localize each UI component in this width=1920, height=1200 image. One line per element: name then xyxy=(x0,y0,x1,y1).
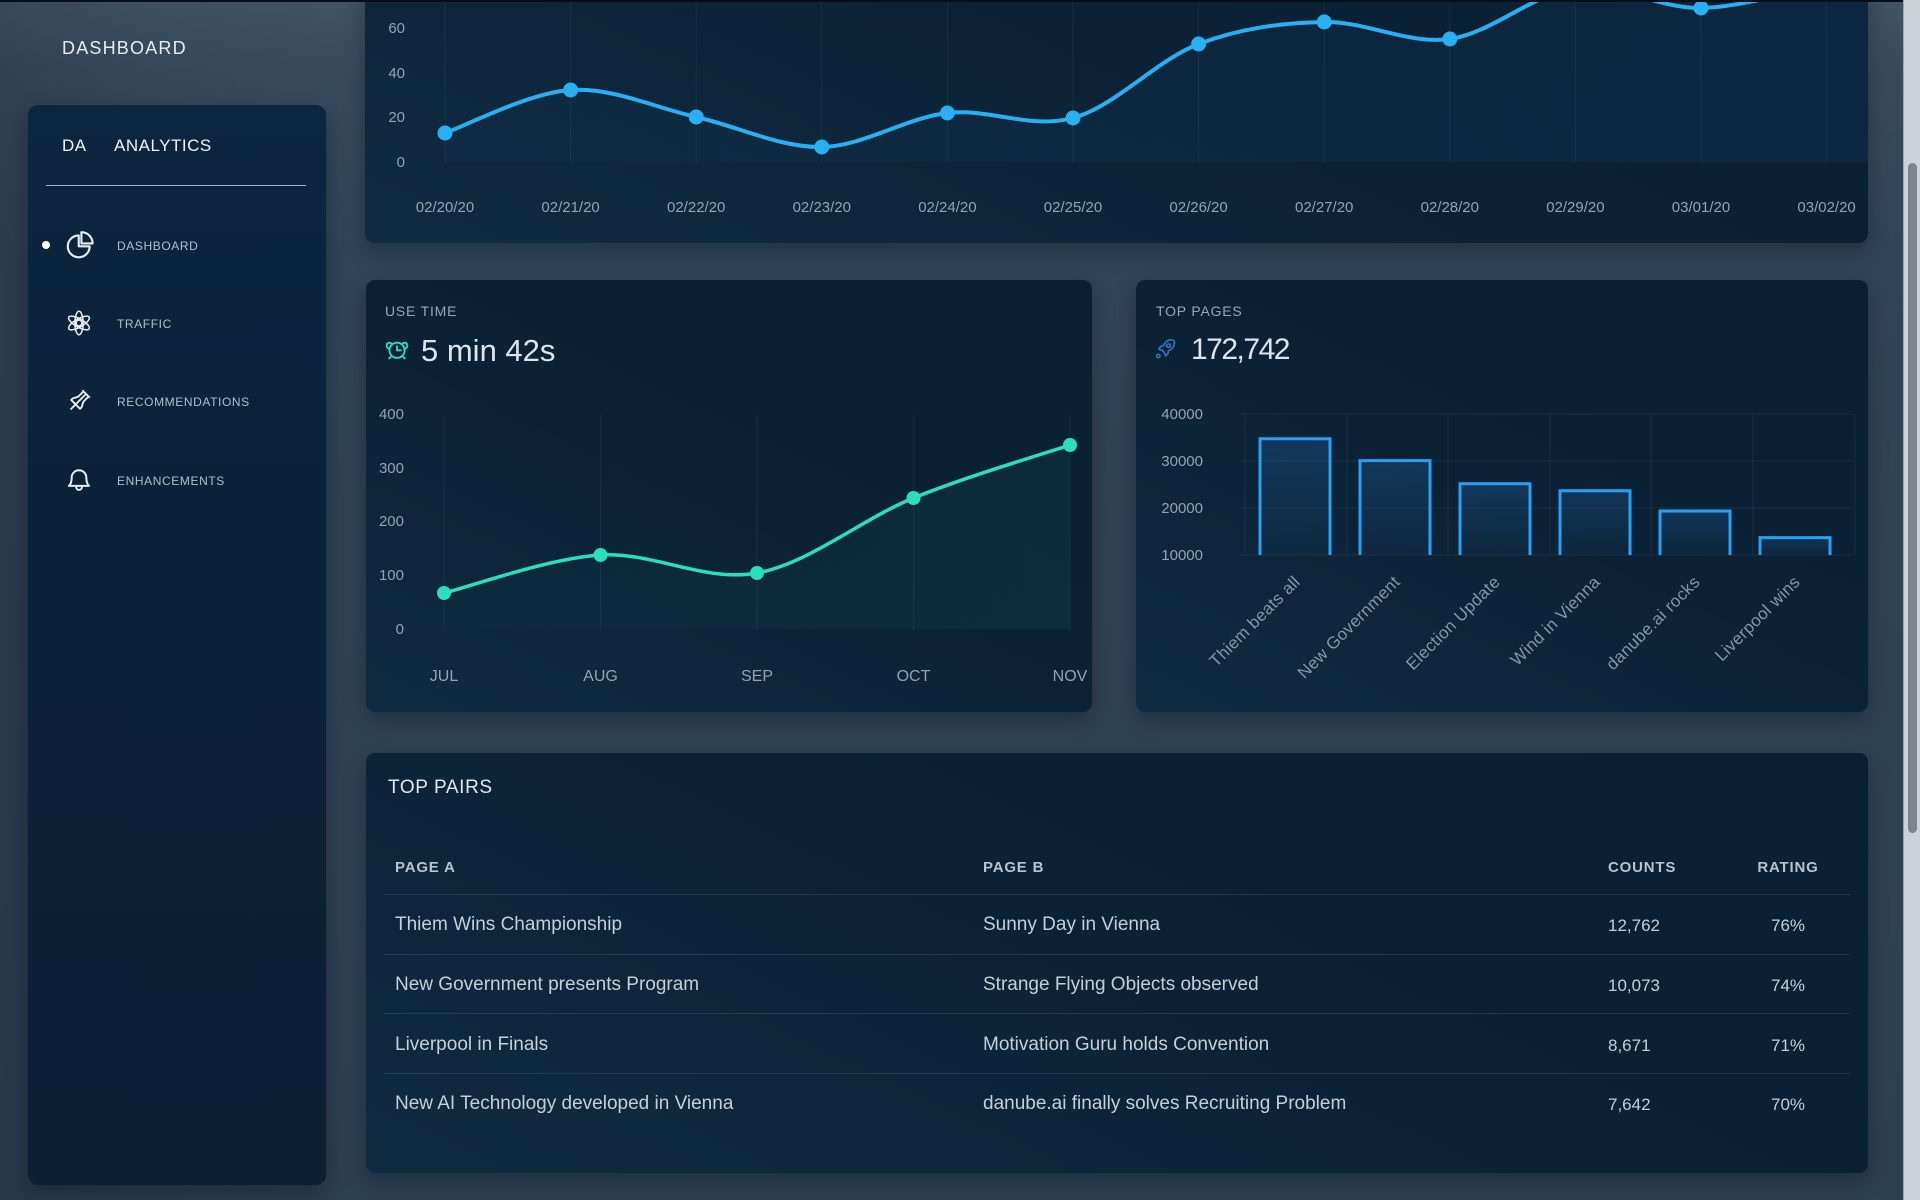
svg-text:Election Update: Election Update xyxy=(1402,572,1503,673)
svg-text:OCT: OCT xyxy=(897,668,931,685)
svg-text:02/26/20: 02/26/20 xyxy=(1169,199,1227,216)
svg-text:40: 40 xyxy=(388,65,405,82)
svg-text:20: 20 xyxy=(388,109,405,126)
svg-text:02/20/20: 02/20/20 xyxy=(416,199,474,216)
svg-text:0: 0 xyxy=(396,621,404,638)
svg-text:03/01/20: 03/01/20 xyxy=(1672,199,1730,216)
svg-text:NOV: NOV xyxy=(1053,668,1088,685)
svg-text:02/28/20: 02/28/20 xyxy=(1421,199,1479,216)
svg-text:10000: 10000 xyxy=(1161,547,1203,564)
svg-text:30000: 30000 xyxy=(1161,453,1203,470)
svg-text:Thiem beats all: Thiem beats all xyxy=(1206,572,1304,670)
svg-text:03/02/20: 03/02/20 xyxy=(1797,199,1855,216)
svg-text:Liverpool wins: Liverpool wins xyxy=(1711,572,1804,665)
svg-text:AUG: AUG xyxy=(583,668,618,685)
svg-text:02/29/20: 02/29/20 xyxy=(1546,199,1604,216)
svg-text:SEP: SEP xyxy=(741,668,773,685)
svg-text:02/22/20: 02/22/20 xyxy=(667,199,725,216)
svg-text:02/21/20: 02/21/20 xyxy=(541,199,599,216)
svg-text:300: 300 xyxy=(379,460,404,477)
svg-text:02/24/20: 02/24/20 xyxy=(918,199,976,216)
svg-text:200: 200 xyxy=(379,513,404,530)
svg-text:40000: 40000 xyxy=(1161,406,1203,423)
svg-text:100: 100 xyxy=(379,567,404,584)
svg-text:02/27/20: 02/27/20 xyxy=(1295,199,1353,216)
svg-text:02/25/20: 02/25/20 xyxy=(1044,199,1102,216)
svg-text:0: 0 xyxy=(397,154,405,171)
svg-text:danube.ai rocks: danube.ai rocks xyxy=(1602,572,1703,673)
svg-text:New Government: New Government xyxy=(1294,572,1404,682)
svg-text:Wind in Vienna: Wind in Vienna xyxy=(1507,572,1604,669)
svg-text:JUL: JUL xyxy=(430,668,459,685)
svg-text:20000: 20000 xyxy=(1161,500,1203,517)
svg-text:60: 60 xyxy=(388,20,405,37)
svg-text:02/23/20: 02/23/20 xyxy=(793,199,851,216)
svg-text:400: 400 xyxy=(379,406,404,423)
